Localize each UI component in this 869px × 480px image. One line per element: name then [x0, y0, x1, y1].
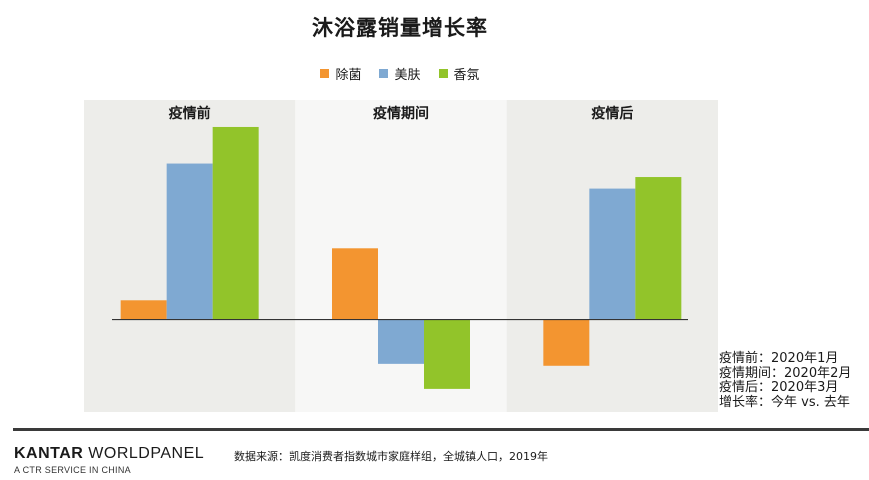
note-line: 增长率：今年 vs. 去年 — [719, 394, 850, 410]
footer-divider — [13, 428, 869, 431]
bar — [120, 300, 167, 320]
bar — [378, 319, 424, 364]
bar — [212, 126, 259, 320]
legend-swatch-3 — [438, 69, 448, 78]
brand-name-bold: KANTAR — [14, 445, 84, 462]
legend-item-3: 香氛 — [438, 64, 480, 83]
data-source: 数据来源：凯度消费者指数城市家庭样组，全城镇人口，2019年 — [234, 450, 548, 463]
bar — [635, 177, 682, 320]
bar — [543, 319, 590, 366]
note-line: 疫情期间：2020年2月 — [719, 365, 852, 381]
legend-swatch-2 — [379, 69, 389, 78]
bar — [589, 188, 636, 320]
legend-item-1: 除菌 — [320, 64, 361, 83]
legend-item-2: 美肤 — [379, 64, 421, 83]
legend: 除菌 美肤 香氛 — [0, 64, 800, 83]
legend-label-3: 香氛 — [453, 68, 480, 83]
note-line: 疫情前：2020年1月 — [719, 351, 839, 366]
legend-swatch-1 — [320, 69, 330, 78]
bar — [424, 319, 470, 389]
brand-logo: KANTAR WORLDPANEL A CTR SERVICE IN CHINA — [14, 445, 204, 475]
category-label: 疫情前 — [169, 105, 211, 122]
bar — [166, 163, 213, 320]
brand-tagline: A CTR SERVICE IN CHINA — [14, 465, 131, 475]
brand-name: KANTAR WORLDPANEL — [14, 445, 204, 463]
notes: 疫情前：2020年1月 疫情期间：2020年2月 疫情后：2020年3月 增长率… — [719, 351, 852, 410]
legend-label-1: 除菌 — [335, 68, 362, 83]
category-label: 疫情期间 — [373, 105, 429, 122]
chart-title: 沐浴露销量增长率 — [312, 16, 488, 40]
brand-name-rest: WORLDPANEL — [83, 445, 205, 462]
category-label: 疫情后 — [591, 105, 633, 122]
note-line: 疫情后：2020年3月 — [719, 380, 839, 395]
legend-label-2: 美肤 — [394, 68, 421, 83]
period-panel — [295, 100, 507, 412]
bar — [332, 248, 378, 320]
